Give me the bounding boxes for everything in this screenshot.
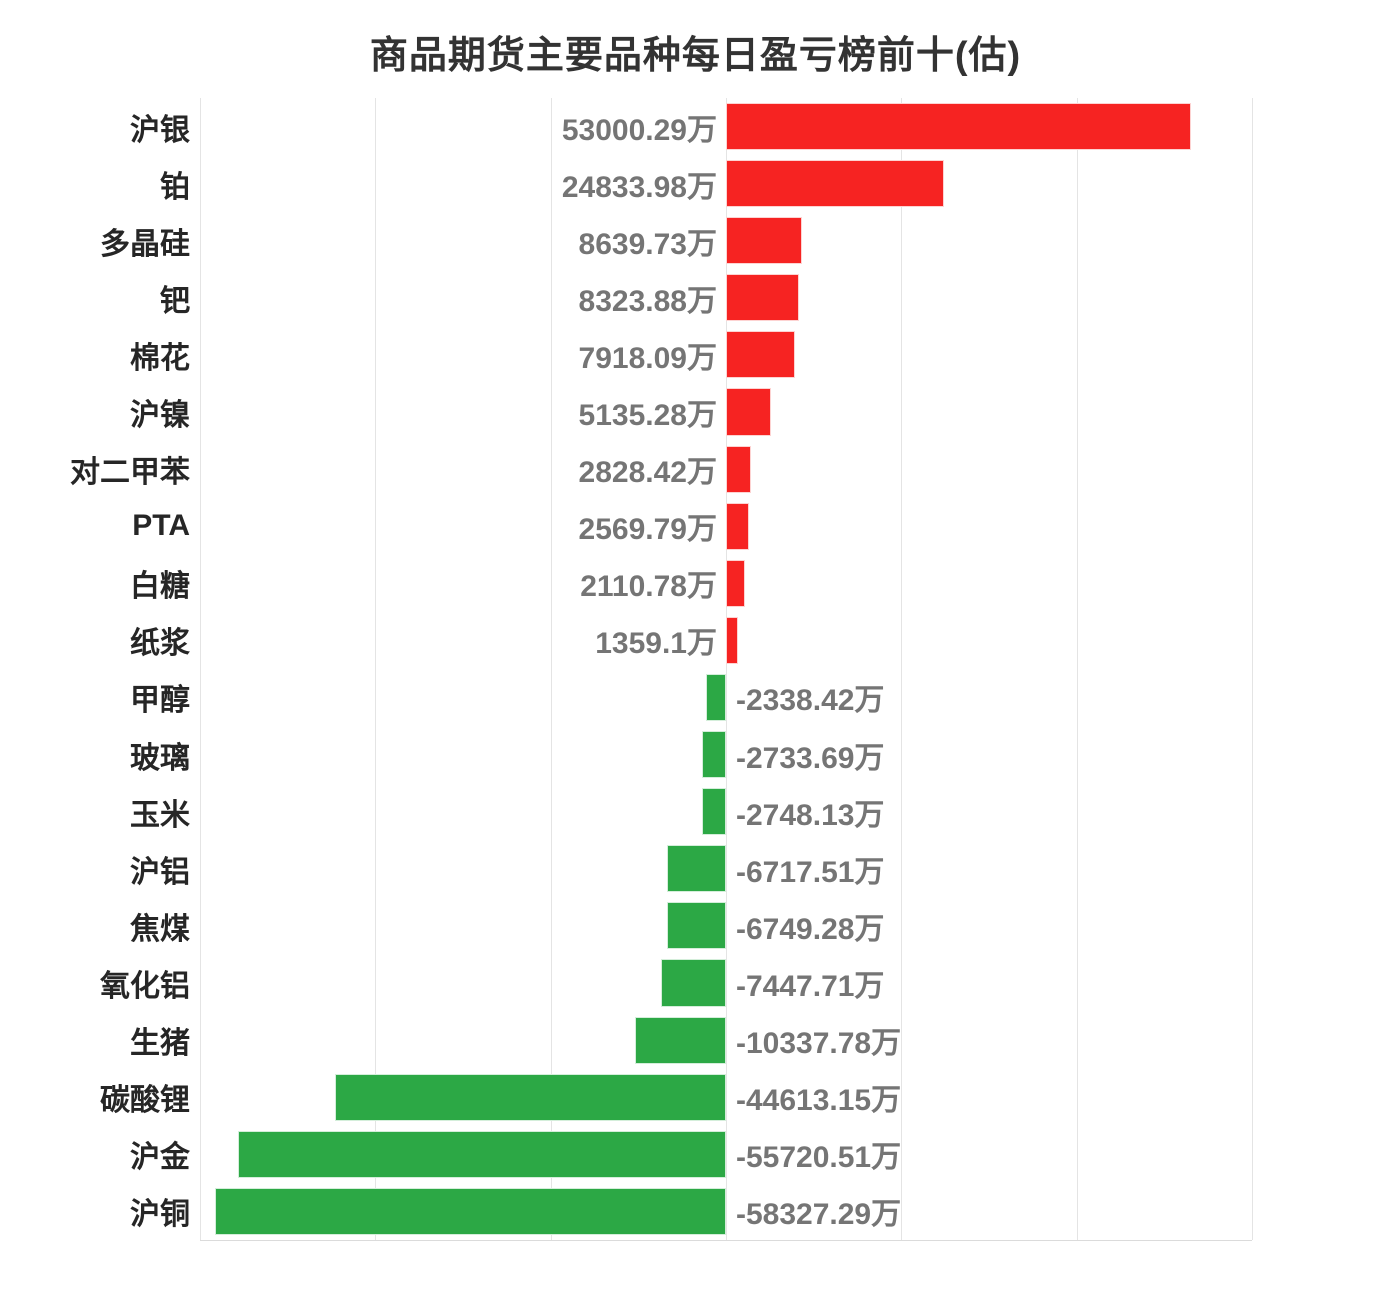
value-label: -44613.15万 (736, 1084, 902, 1118)
bar-negative (667, 845, 726, 893)
category-label: 玉米 (130, 798, 190, 832)
value-label: 1359.1万 (595, 627, 717, 661)
value-label: 24833.98万 (561, 170, 717, 204)
bar-row: 5135.28万 (200, 383, 1252, 440)
bar-row: -2733.69万 (200, 726, 1252, 783)
value-label: 8323.88万 (578, 284, 717, 318)
bar-row: -44613.15万 (200, 1069, 1252, 1126)
gridline (901, 98, 903, 1240)
gridline (550, 98, 552, 1240)
gridline (200, 98, 201, 1240)
plot-area: 53000.29万 24833.98万 8639.73万 8323.88万 7918.0… (200, 98, 1253, 1241)
category-label: 焦煤 (130, 912, 190, 946)
bar-negative (334, 1073, 726, 1121)
rows-layer: 53000.29万 24833.98万 8639.73万 8323.88万 7918.0… (200, 98, 1252, 1240)
bar-row: -10337.78万 (200, 1012, 1252, 1069)
value-label: 5135.28万 (578, 399, 717, 433)
value-label: 2569.79万 (578, 513, 717, 547)
bar-row: 1359.1万 (200, 612, 1252, 669)
bar-positive (726, 103, 1191, 151)
bar-row: 8639.73万 (200, 212, 1252, 269)
bar-row: 2828.42万 (200, 441, 1252, 498)
bar-row: -58327.29万 (200, 1183, 1252, 1240)
category-label: 多晶硅 (100, 227, 190, 261)
bar-row: -55720.51万 (200, 1126, 1252, 1183)
bar-positive (726, 388, 772, 436)
bar-positive (726, 559, 745, 607)
bar-row: -2338.42万 (200, 669, 1252, 726)
gridline (1252, 98, 1253, 1240)
value-label: 7918.09万 (578, 341, 717, 375)
bar-row: 2110.78万 (200, 555, 1252, 612)
value-label: -58327.29万 (736, 1198, 902, 1232)
category-column: 沪银铂多晶硅钯棉花沪镍对二甲苯 PTA 白糖纸浆甲醇玻璃玉米沪铝焦煤氧化铝生猪碳酸锂… (0, 98, 190, 1240)
value-label: 53000.29万 (561, 113, 717, 147)
bar-row: 24833.98万 (200, 155, 1252, 212)
bar-negative (635, 1016, 726, 1064)
gridline (1076, 98, 1078, 1240)
value-label: -2733.69万 (736, 741, 885, 775)
value-label: -2338.42万 (736, 684, 885, 718)
value-label: 8639.73万 (578, 227, 717, 261)
bar-positive (726, 445, 751, 493)
category-label: 玻璃 (130, 741, 190, 775)
category-label: 碳酸锂 (100, 1084, 190, 1118)
bar-row: -6717.51万 (200, 840, 1252, 897)
category-label: 铂 (160, 170, 190, 204)
category-label: 沪铝 (130, 855, 190, 889)
value-label: -6717.51万 (736, 855, 885, 889)
bar-row: -7447.71万 (200, 954, 1252, 1011)
bar-row: -6749.28万 (200, 897, 1252, 954)
category-label: 沪银 (130, 113, 190, 147)
bar-row: 7918.09万 (200, 326, 1252, 383)
value-label: 2110.78万 (580, 570, 717, 604)
bar-negative (666, 902, 726, 950)
bar-negative (237, 1130, 726, 1178)
value-label: -55720.51万 (736, 1141, 902, 1175)
bar-positive (726, 502, 749, 550)
bar-row: -2748.13万 (200, 783, 1252, 840)
bar-row: 53000.29万 (200, 98, 1252, 155)
chart-title: 商品期货主要品种每日盈亏榜前十(估) (369, 35, 1022, 77)
value-label: -2748.13万 (736, 798, 885, 832)
value-label: -7447.71万 (736, 969, 885, 1003)
bar-positive (726, 274, 799, 322)
category-label: 生猪 (130, 1027, 190, 1061)
bar-negative (705, 673, 726, 722)
category-label: 氧化铝 (100, 969, 190, 1003)
gridline (375, 98, 377, 1240)
category-label: 钯 (160, 284, 190, 318)
category-label: 纸浆 (130, 627, 190, 661)
bar-row: 8323.88万 (200, 269, 1252, 326)
bar-negative (660, 959, 726, 1007)
category-label: 对二甲苯 (70, 456, 190, 490)
bar-negative (702, 731, 726, 779)
category-label: 沪金 (130, 1141, 190, 1175)
category-label: PTA (132, 509, 190, 543)
grid-layer (200, 98, 1253, 1240)
bar-negative (214, 1187, 726, 1235)
value-label: -6749.28万 (736, 912, 885, 946)
category-label: 沪铜 (130, 1198, 190, 1232)
gridline (726, 98, 727, 1240)
bar-negative (701, 788, 726, 836)
category-label: 白糖 (130, 570, 190, 604)
value-label: 2828.42万 (578, 456, 717, 490)
value-label: -10337.78万 (736, 1027, 902, 1061)
bar-positive (726, 160, 944, 208)
bar-positive (726, 217, 802, 265)
bar-positive (726, 616, 738, 664)
bar-row: 2569.79万 (200, 498, 1252, 555)
category-label: 甲醇 (130, 684, 190, 718)
category-label: 沪镍 (130, 399, 190, 433)
category-label: 棉花 (130, 341, 190, 375)
bar-positive (726, 331, 796, 379)
